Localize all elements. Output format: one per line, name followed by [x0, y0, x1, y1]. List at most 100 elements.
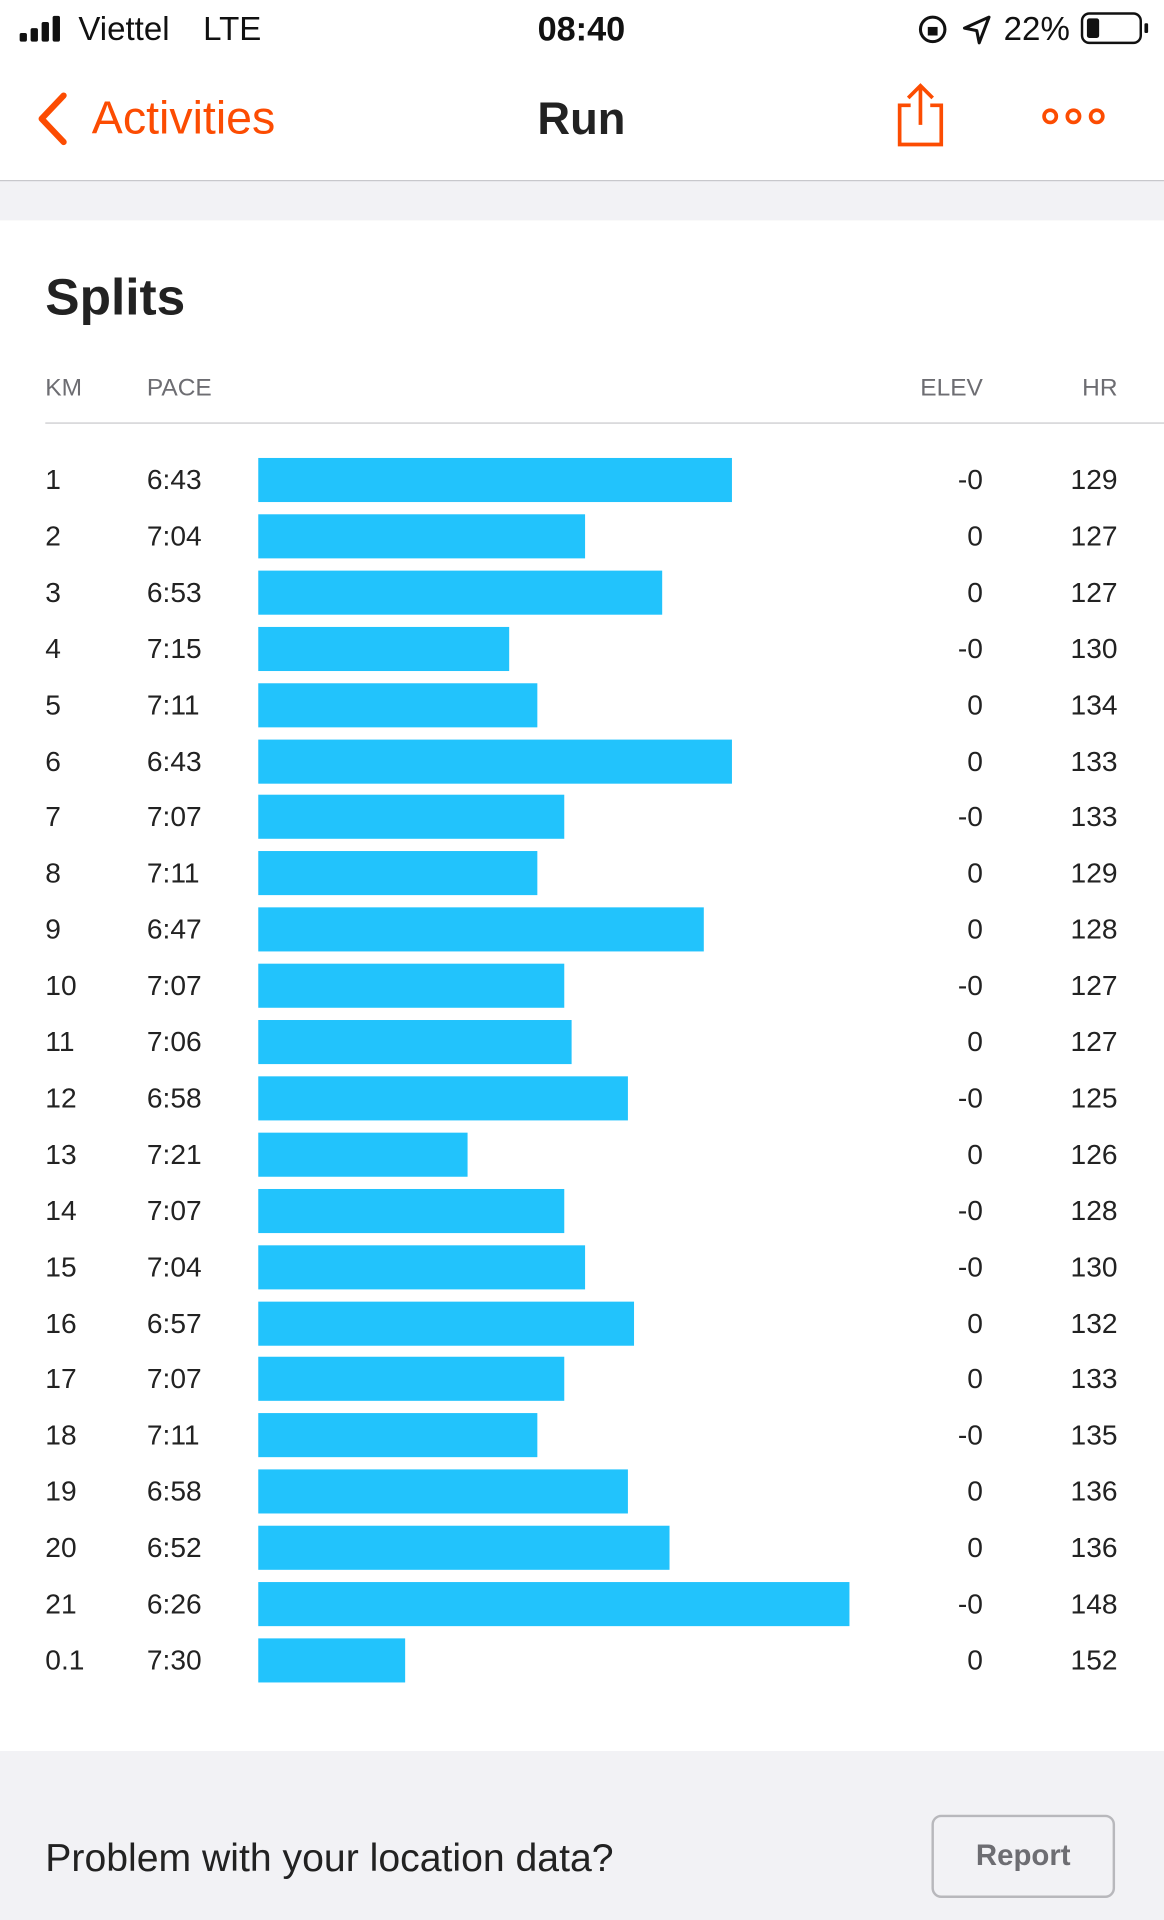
hr: 152 [1070, 1643, 1118, 1676]
km: 20 [45, 1531, 77, 1564]
hr: 130 [1070, 1250, 1118, 1283]
hr: 133 [1070, 744, 1118, 777]
back-button[interactable]: Activities [91, 93, 276, 145]
elev: 0 [967, 519, 983, 552]
pace-bar [258, 1076, 628, 1121]
hr: 136 [1070, 1531, 1118, 1564]
pace-bar [258, 1132, 468, 1177]
pace-bar [258, 626, 510, 671]
share-button[interactable] [894, 81, 948, 150]
splits-title: Splits [45, 268, 186, 326]
pace: 7:15 [146, 632, 202, 664]
pace-bar [258, 570, 663, 615]
km: 2 [45, 519, 61, 552]
pace: 6:43 [146, 463, 202, 496]
clock: 08:40 [537, 9, 626, 48]
elev: 0 [967, 1137, 983, 1170]
hr: 134 [1070, 688, 1118, 721]
elev: 0 [967, 856, 983, 889]
pace: 6:47 [146, 913, 202, 945]
hr: 129 [1070, 463, 1118, 496]
km: 13 [45, 1137, 77, 1170]
km: 14 [45, 1194, 77, 1227]
pace: 7:07 [146, 969, 202, 1002]
back-chevron[interactable] [34, 91, 71, 147]
km: 6 [45, 744, 61, 777]
elev: 0 [967, 1531, 983, 1564]
elev: -0 [957, 632, 983, 664]
pace: 6:57 [146, 1306, 202, 1339]
report-button[interactable]: Report [931, 1814, 1116, 1898]
pace-bar [258, 1301, 635, 1346]
elev: -0 [957, 1250, 983, 1283]
pace: 7:07 [146, 800, 202, 833]
km: 18 [45, 1419, 77, 1451]
pace: 6:26 [146, 1587, 202, 1620]
elev: -0 [957, 1587, 983, 1620]
pace-bar [258, 1525, 669, 1571]
pace-bar [258, 457, 732, 503]
pace: 7:21 [146, 1137, 202, 1170]
pace-bar [258, 1244, 586, 1289]
pace-bar [258, 1357, 565, 1402]
col-header: KM [45, 374, 83, 402]
carrier: Viettel [78, 10, 170, 48]
km: 19 [45, 1475, 77, 1508]
elev: 0 [967, 1362, 983, 1395]
hr: 127 [1070, 969, 1118, 1002]
hr: 130 [1070, 632, 1118, 664]
hr: 128 [1070, 913, 1118, 945]
status-icons [918, 15, 991, 45]
km: 11 [45, 1025, 75, 1058]
pace: 7:06 [146, 1025, 202, 1058]
pace-bar [258, 1188, 565, 1233]
pace: 6:52 [146, 1531, 202, 1564]
elev: -0 [957, 1419, 983, 1451]
pace-bar [258, 1469, 628, 1514]
pace: 6:58 [146, 1081, 202, 1114]
signal-icon [19, 15, 60, 42]
km: 1 [45, 463, 61, 496]
elev: -0 [957, 463, 983, 496]
pace-bar [258, 1638, 406, 1683]
pace-bar [258, 1413, 538, 1458]
col-header: PACE [146, 374, 212, 402]
table-divider [45, 422, 1164, 424]
hr: 126 [1070, 1137, 1118, 1170]
header-divider [0, 180, 1164, 182]
pace: 6:43 [146, 744, 202, 777]
col-header: ELEV [920, 374, 983, 402]
hr: 133 [1070, 800, 1118, 833]
pace-bar [258, 514, 586, 559]
nav-title: Run [537, 93, 626, 144]
pace-bar [258, 1582, 850, 1627]
pace-bar [258, 907, 704, 952]
km: 5 [45, 688, 61, 721]
pace: 7:07 [146, 1194, 202, 1227]
network: LTE [203, 10, 262, 48]
elev: -0 [957, 1081, 983, 1114]
km: 9 [45, 913, 61, 945]
elev: 0 [967, 688, 983, 721]
battery-icon [1080, 12, 1149, 45]
pace: 7:11 [146, 688, 200, 721]
km: 16 [45, 1306, 77, 1339]
hr: 128 [1070, 1194, 1118, 1227]
km: 7 [45, 800, 61, 833]
pace: 7:11 [146, 856, 200, 889]
pace-bar [258, 795, 565, 840]
km: 0.1 [45, 1643, 85, 1676]
elev: 0 [967, 1306, 983, 1339]
km: 12 [45, 1081, 77, 1114]
more-button[interactable] [1040, 103, 1106, 130]
pace-bar [258, 963, 565, 1008]
elev: 0 [967, 913, 983, 945]
km: 21 [45, 1587, 77, 1620]
km: 10 [45, 969, 77, 1002]
pace: 7:04 [146, 1250, 202, 1283]
elev: -0 [957, 800, 983, 833]
hr: 125 [1070, 1081, 1118, 1114]
km: 8 [45, 856, 61, 889]
